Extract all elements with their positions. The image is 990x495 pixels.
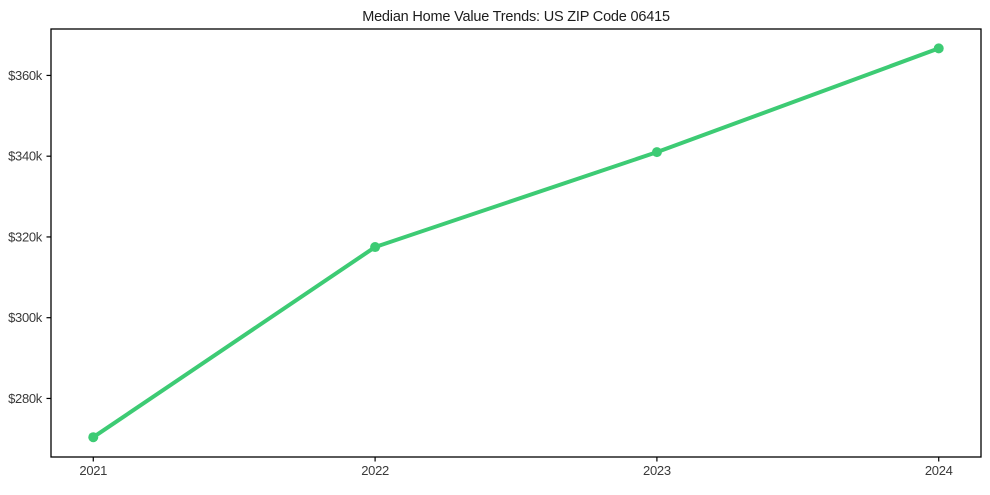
trend-line [91,46,941,440]
x-tick-label: 2021 [79,463,107,478]
y-tick-label: $340k [8,149,43,164]
y-tick-label: $300k [8,310,43,325]
chart-title: Median Home Value Trends: US ZIP Code 06… [362,9,670,25]
data-point-marker [370,242,381,253]
y-tick-label: $320k [8,229,43,244]
data-point-marker [933,43,944,54]
x-axis-ticks: 2021 2022 2023 2024 [79,457,953,478]
x-tick-label: 2022 [361,463,389,478]
data-point-marker [651,147,662,158]
plot-area-border [50,28,982,458]
y-axis-ticks: $280k $300k $320k $340k $360k [8,68,51,406]
y-tick-label: $280k [8,391,43,406]
data-point-marker [88,432,99,443]
y-tick-label: $360k [8,68,43,83]
x-tick-label: 2023 [643,463,671,478]
x-tick-label: 2024 [925,463,953,478]
series-median-home-value [88,43,944,443]
